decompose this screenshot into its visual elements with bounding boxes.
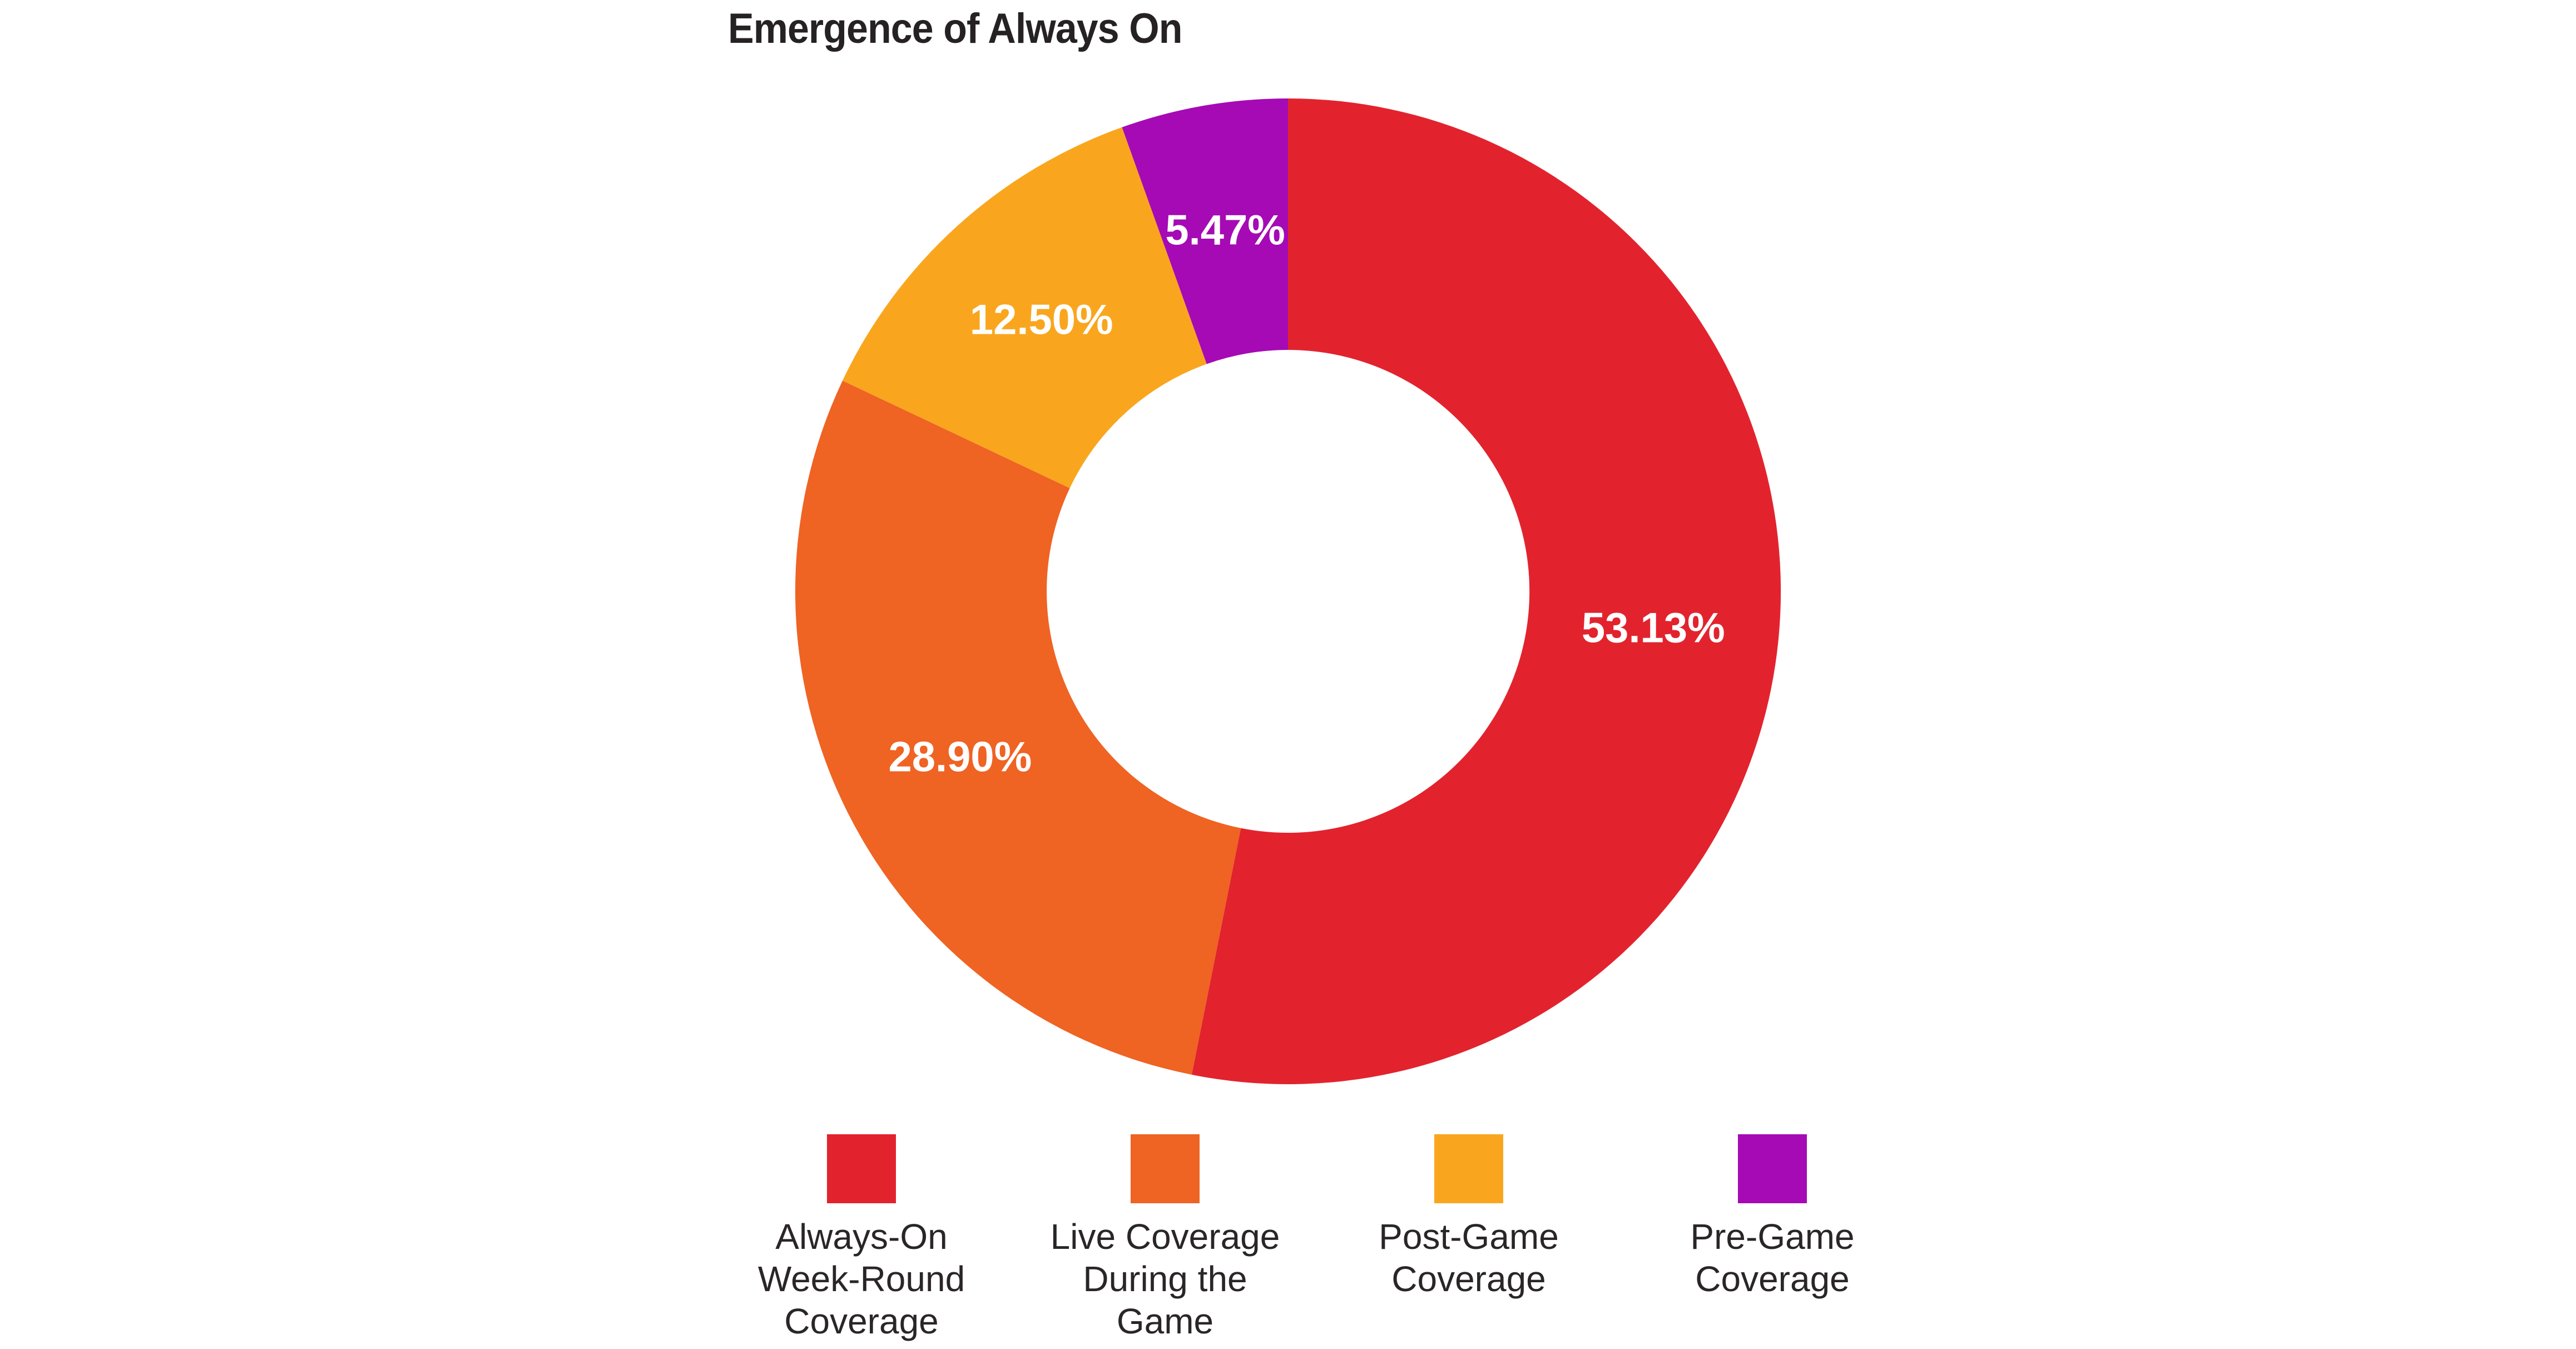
legend-item-label: Pre-Game Coverage xyxy=(1690,1217,1855,1299)
legend-item-label: Post-Game Coverage xyxy=(1379,1217,1559,1299)
legend: Always-On Week-Round Coverage Live Cover… xyxy=(29,1134,2576,1342)
legend-swatch xyxy=(1434,1134,1503,1203)
legend-item-post-game-coverage[interactable]: Post-Game Coverage xyxy=(1319,1134,1619,1342)
slice-value-label: 12.50% xyxy=(970,297,1113,344)
slice-value-label: 5.47% xyxy=(1165,206,1285,254)
legend-item-label: Always-On Week-Round Coverage xyxy=(757,1217,965,1341)
slice-live-coverage-during-the-game[interactable] xyxy=(795,381,1241,1075)
legend-item-label: Live Coverage During the Game xyxy=(1050,1217,1280,1341)
slice-value-label: 28.90% xyxy=(889,733,1032,780)
slice-always-on-week-round-coverage[interactable] xyxy=(1191,98,1781,1085)
legend-item-live-coverage-during-the-game[interactable]: Live Coverage During the Game xyxy=(1015,1134,1315,1342)
legend-swatch xyxy=(827,1134,896,1203)
legend-item-always-on-week-round-coverage[interactable]: Always-On Week-Round Coverage xyxy=(711,1134,1012,1342)
legend-swatch xyxy=(1131,1134,1200,1203)
slice-post-game-coverage[interactable] xyxy=(843,127,1207,488)
legend-swatch xyxy=(1738,1134,1807,1203)
chart-title: Emergence of Always On xyxy=(728,5,1182,52)
slice-pre-game-coverage[interactable] xyxy=(1122,98,1289,364)
slice-value-label: 53.13% xyxy=(1582,604,1725,651)
legend-item-pre-game-coverage[interactable]: Pre-Game Coverage xyxy=(1622,1134,1923,1342)
